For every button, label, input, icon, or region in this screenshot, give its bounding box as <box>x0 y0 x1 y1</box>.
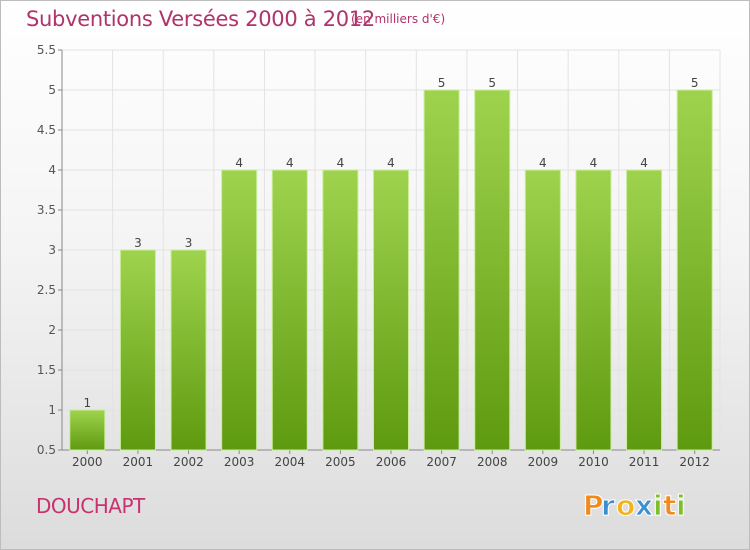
y-tick-label: 4.5 <box>37 123 56 137</box>
x-tick-label: 2007 <box>426 455 457 469</box>
proxiti-logo-icon: P r o x i t i <box>583 489 687 523</box>
data-label-2008: 5 <box>488 76 496 90</box>
svg-text:i: i <box>653 489 663 522</box>
y-tick-label: 3 <box>48 243 56 257</box>
bar-2003 <box>221 169 258 451</box>
x-tick-label: 2005 <box>325 455 356 469</box>
svg-text:o: o <box>616 489 635 522</box>
bar-2006 <box>373 169 409 451</box>
location-label: DOUCHAPT <box>36 494 145 518</box>
bar-2002 <box>170 249 207 451</box>
x-tick-label: 2003 <box>224 455 255 469</box>
data-label-2004: 4 <box>286 156 294 170</box>
x-tick-label: 2002 <box>173 455 204 469</box>
chart-subtitle: (en milliers d'€) <box>351 12 446 26</box>
data-label-2003: 4 <box>235 156 243 170</box>
y-tick-label: 4 <box>48 163 56 177</box>
data-label-2007: 5 <box>438 76 446 90</box>
proxiti-logo: P r o x i t i <box>583 487 693 523</box>
x-tick-label: 2011 <box>629 455 660 469</box>
data-label-2011: 4 <box>640 156 648 170</box>
y-tick-label: 5 <box>48 83 56 97</box>
data-label-2006: 4 <box>387 156 395 170</box>
svg-text:t: t <box>663 489 676 522</box>
data-labels: 1 3 3 4 4 4 4 5 5 4 4 4 5 <box>83 76 698 410</box>
bar-2001 <box>119 249 156 451</box>
bar-2007 <box>423 89 460 451</box>
y-tick-label: 2 <box>48 323 56 337</box>
y-tick-label: 5.5 <box>37 43 56 57</box>
data-label-2005: 4 <box>337 156 345 170</box>
data-label-2002: 3 <box>185 236 193 250</box>
svg-text:i: i <box>676 489 686 522</box>
svg-text:r: r <box>601 489 615 522</box>
bar-2000 <box>69 409 106 451</box>
bar-2010 <box>575 169 612 451</box>
bar-2005 <box>322 169 359 451</box>
data-label-2012: 5 <box>691 76 699 90</box>
bar-2012 <box>676 89 713 451</box>
x-tick-label: 2000 <box>72 455 103 469</box>
svg-text:x: x <box>635 489 653 522</box>
x-tick-label: 2001 <box>123 455 154 469</box>
x-tick-label: 2009 <box>528 455 559 469</box>
x-tick-label: 2010 <box>578 455 609 469</box>
data-label-2000: 1 <box>83 396 91 410</box>
svg-text:P: P <box>583 489 604 522</box>
x-tick-label: 2004 <box>274 455 305 469</box>
chart-title: Subventions Versées 2000 à 2012 <box>26 7 375 31</box>
bar-2009 <box>524 169 561 451</box>
y-tick-label: 0.5 <box>37 443 56 457</box>
x-tick-label: 2006 <box>376 455 407 469</box>
bar-2004 <box>271 169 308 451</box>
bars <box>69 89 713 451</box>
y-tick-label: 1 <box>48 403 56 417</box>
data-label-2010: 4 <box>590 156 598 170</box>
bar-2011 <box>626 169 663 451</box>
x-tick-label: 2008 <box>477 455 508 469</box>
x-tick-label: 2012 <box>679 455 710 469</box>
data-label-2001: 3 <box>134 236 142 250</box>
y-tick-label: 2.5 <box>37 283 56 297</box>
y-tick-label: 1.5 <box>37 363 56 377</box>
y-tick-label: 3.5 <box>37 203 56 217</box>
data-label-2009: 4 <box>539 156 547 170</box>
bar-2008 <box>474 89 511 451</box>
